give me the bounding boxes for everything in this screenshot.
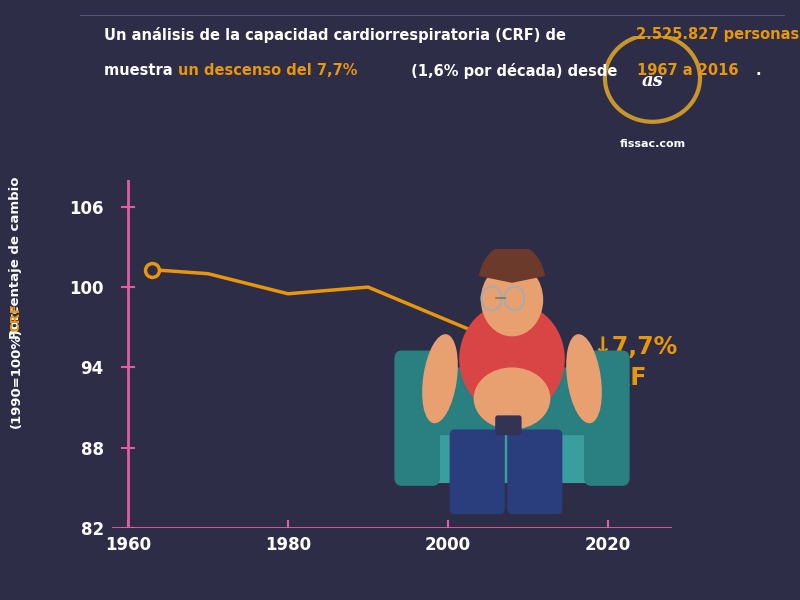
Text: CRF: CRF [10, 304, 22, 332]
FancyBboxPatch shape [397, 367, 627, 435]
Text: ↓7,7%: ↓7,7% [592, 335, 678, 359]
Text: CRF: CRF [596, 366, 647, 390]
Circle shape [610, 38, 696, 118]
Text: .: . [755, 63, 761, 78]
Ellipse shape [474, 367, 550, 430]
Ellipse shape [422, 334, 458, 423]
Circle shape [481, 263, 543, 337]
Text: as: as [642, 72, 663, 90]
Ellipse shape [459, 302, 565, 415]
Text: un descenso del 7,7%: un descenso del 7,7% [178, 63, 357, 78]
Text: fissac.com: fissac.com [619, 139, 686, 149]
FancyBboxPatch shape [397, 404, 627, 483]
Text: Porcentaje de cambio: Porcentaje de cambio [10, 177, 22, 339]
Text: (1990=100%): (1990=100%) [10, 328, 22, 428]
FancyBboxPatch shape [507, 430, 562, 514]
FancyBboxPatch shape [584, 350, 630, 486]
Text: 1967 a 2016: 1967 a 2016 [637, 63, 738, 78]
FancyBboxPatch shape [450, 430, 505, 514]
Text: Un análisis de la capacidad cardiorrespiratoria (CRF) de: Un análisis de la capacidad cardiorrespi… [104, 27, 571, 43]
Ellipse shape [566, 334, 602, 423]
FancyBboxPatch shape [495, 415, 522, 435]
Text: (1,6% por década) desde: (1,6% por década) desde [406, 63, 623, 79]
FancyBboxPatch shape [394, 350, 440, 486]
Wedge shape [479, 244, 545, 283]
Text: 2.525.827 personas: 2.525.827 personas [636, 27, 799, 42]
Text: muestra: muestra [104, 63, 178, 78]
